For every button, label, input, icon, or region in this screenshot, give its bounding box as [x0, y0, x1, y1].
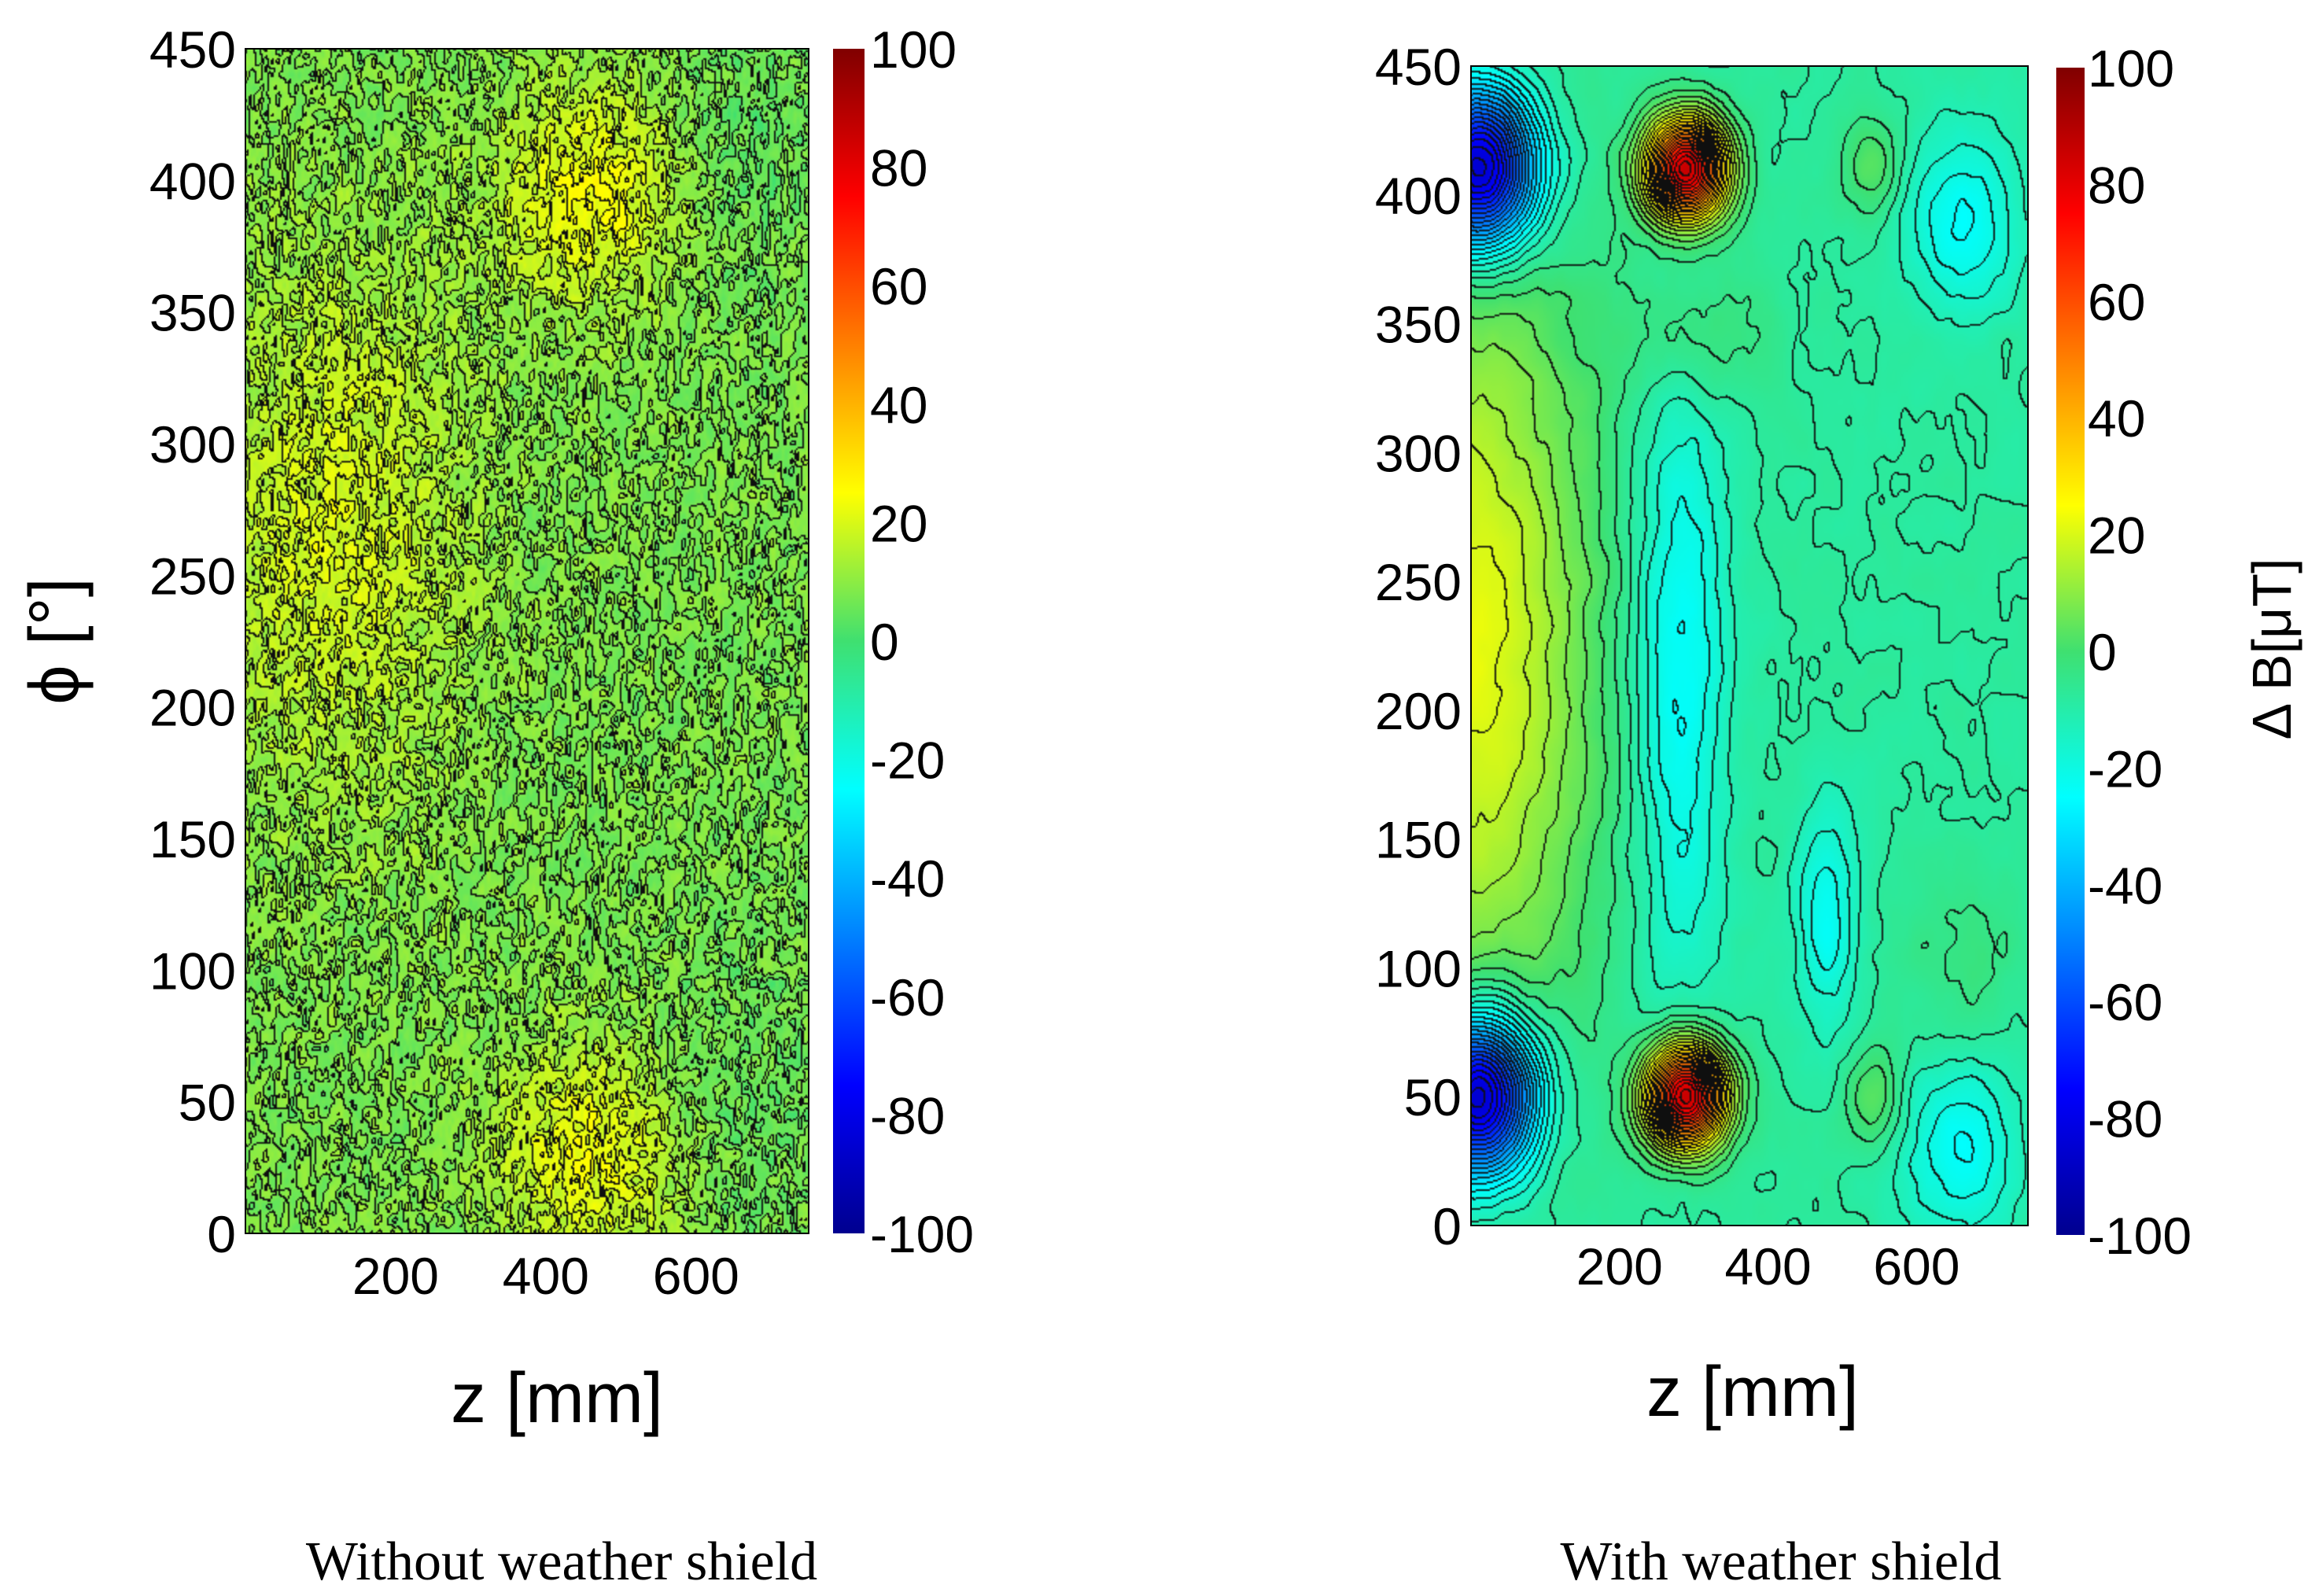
y-tick-label: 400 [1375, 167, 1462, 225]
y-tick-label: 450 [149, 20, 236, 79]
y-tick-label: 100 [1375, 939, 1462, 997]
y-tick-label: 150 [149, 810, 236, 868]
colorbar-label-with-shield: Δ B[μT] [2241, 558, 2302, 739]
heatmap-area-without-shield [245, 49, 809, 1233]
colorbar-tick-label: 40 [870, 376, 927, 434]
colorbar-tick-label: -100 [2088, 1207, 2192, 1265]
y-tick-label: 250 [1375, 553, 1462, 611]
x-axis-label-without-shield: z [mm] [451, 1359, 663, 1438]
y-tick-label: 300 [1375, 424, 1462, 482]
y-tick-label: 350 [1375, 296, 1462, 354]
colorbar-tick-label: -60 [2088, 973, 2162, 1031]
y-tick-label: 100 [149, 942, 236, 1000]
x-tick-label: 400 [503, 1247, 589, 1305]
y-tick-label: 350 [149, 284, 236, 342]
colorbar-tick-label: -40 [870, 850, 945, 908]
colorbar-tick-label: -40 [2088, 857, 2162, 915]
colorbar-tick-label: 20 [870, 494, 927, 552]
caption-without-shield: Without weather shield [306, 1531, 817, 1592]
colorbar-tick-label: 20 [2088, 507, 2145, 565]
y-tick-label: 250 [149, 547, 236, 605]
x-tick-label: 200 [352, 1247, 439, 1305]
caption-with-shield: With weather shield [1561, 1531, 2002, 1592]
y-tick-label: 0 [1432, 1197, 1462, 1255]
y-tick-label: 200 [1375, 682, 1462, 740]
colorbar-tick-label: -60 [870, 968, 945, 1027]
y-tick-label: 150 [1375, 811, 1462, 869]
x-axis-label-with-shield: z [mm] [1646, 1353, 1859, 1432]
colorbar-tick-label: 100 [870, 20, 957, 79]
colorbar-tick-label: -80 [2088, 1090, 2162, 1148]
colorbar-tick-label: 60 [870, 257, 927, 315]
colorbar-tick-label: 80 [2088, 156, 2145, 214]
x-tick-label: 600 [653, 1247, 739, 1305]
colorbar-ticks-with-shield: 100 80 60 40 20 0 -20 -40 -60 -80 -100 [2088, 39, 2192, 1265]
colorbar-tick-label: 100 [2088, 39, 2174, 98]
colorbar-with-shield [2056, 68, 2085, 1235]
colorbar-tick-label: 40 [2088, 389, 2145, 448]
colorbar-tick-label: -20 [2088, 739, 2162, 798]
axis-ticks-with-shield: 0 50 100 150 200 250 300 350 400 450 200 400 600 [1375, 38, 1960, 1296]
colorbar-tick-label: 0 [870, 613, 899, 671]
y-tick-label: 50 [179, 1074, 236, 1132]
y-tick-label: 300 [149, 415, 236, 474]
y-tick-label: 200 [149, 679, 236, 737]
colorbar-tick-label: -20 [870, 732, 945, 790]
colorbar-tick-label: 80 [870, 139, 927, 197]
colorbar-tick-label: -100 [870, 1205, 974, 1263]
axis-ticks-without-shield: 0 50 100 150 200 250 300 350 400 450 200 400 600 [149, 20, 739, 1305]
colorbar-ticks-without-shield: 100 80 60 40 20 0 -20 -40 -60 -80 -100 [870, 20, 974, 1263]
y-axis-label-without-shield: ϕ [°] [16, 577, 94, 704]
plot-frame-with-shield [1470, 65, 2029, 1226]
y-tick-label: 50 [1404, 1068, 1462, 1126]
y-tick-label: 0 [207, 1205, 236, 1263]
x-tick-label: 600 [1873, 1237, 1960, 1296]
x-tick-label: 200 [1576, 1237, 1663, 1296]
x-tick-label: 400 [1725, 1237, 1812, 1296]
y-tick-label: 400 [149, 152, 236, 210]
y-tick-label: 450 [1375, 38, 1462, 96]
plot-frame-without-shield [245, 48, 809, 1234]
heatmap-area-with-shield [1471, 66, 2028, 1226]
colorbar-tick-label: 0 [2088, 623, 2117, 681]
colorbar-tick-label: 60 [2088, 273, 2145, 331]
colorbar-tick-label: -80 [870, 1086, 945, 1144]
colorbar-without-shield [833, 49, 865, 1233]
